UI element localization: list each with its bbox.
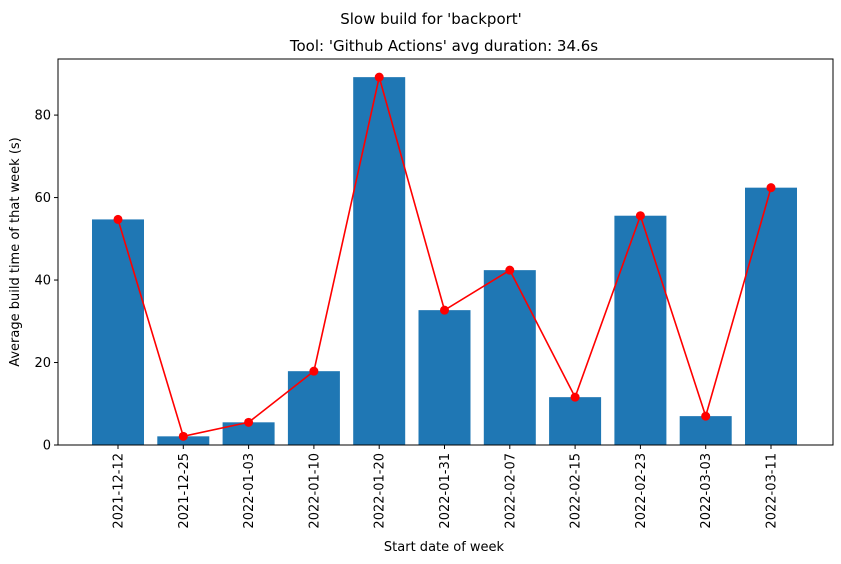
bar <box>549 397 602 445</box>
y-tick-label: 20 <box>34 356 51 371</box>
chart-title: Tool: 'Github Actions' avg duration: 34.… <box>289 37 598 55</box>
line-point <box>244 417 254 427</box>
x-tick-label: 2022-02-07 <box>503 453 518 529</box>
line-point <box>309 366 319 376</box>
x-tick-label: 2021-12-25 <box>177 453 192 529</box>
x-tick-label: 2022-01-03 <box>242 453 257 529</box>
bar <box>679 416 732 445</box>
line-point <box>505 265 515 275</box>
bar <box>92 219 144 445</box>
bar <box>614 215 667 445</box>
x-tick-label: 2021-12-12 <box>112 453 127 529</box>
y-axis-label: Average build time of that week (s) <box>8 137 23 367</box>
y-tick-label: 80 <box>34 109 51 124</box>
chart-suptitle: Slow build for 'backport' <box>340 10 522 28</box>
x-tick-label: 2022-01-20 <box>373 453 388 529</box>
line-point <box>440 305 449 315</box>
bar <box>287 371 340 445</box>
x-tick-label: 2022-03-03 <box>699 453 714 529</box>
y-tick-label: 0 <box>43 439 51 454</box>
line-overlay-group <box>113 72 776 441</box>
x-tick-label: 2022-03-11 <box>765 453 780 529</box>
line-point <box>178 431 188 441</box>
line-point <box>766 183 776 193</box>
line-point <box>635 211 645 221</box>
y-axis: 0 20 40 60 80 <box>34 109 58 454</box>
plot-frame <box>57 58 834 446</box>
x-axis: 2021-12-12 2021-12-25 2022-01-03 2022-01-10… <box>112 445 780 529</box>
line-point <box>374 72 384 82</box>
bar <box>418 310 471 445</box>
y-tick-label: 60 <box>34 191 51 206</box>
line-point <box>570 392 580 402</box>
bar <box>353 77 406 446</box>
x-tick-label: 2022-02-23 <box>634 453 649 529</box>
x-tick-label: 2022-01-10 <box>307 453 322 529</box>
x-tick-label: 2022-01-31 <box>438 453 453 529</box>
x-axis-label: Start date of week <box>384 540 505 555</box>
x-tick-label: 2022-02-15 <box>569 453 584 529</box>
y-tick-label: 40 <box>34 274 51 289</box>
bar-group <box>92 77 797 446</box>
bar <box>483 270 536 445</box>
bar <box>222 422 275 445</box>
bar <box>745 187 797 445</box>
line-point <box>113 214 123 224</box>
line-point <box>701 411 711 421</box>
